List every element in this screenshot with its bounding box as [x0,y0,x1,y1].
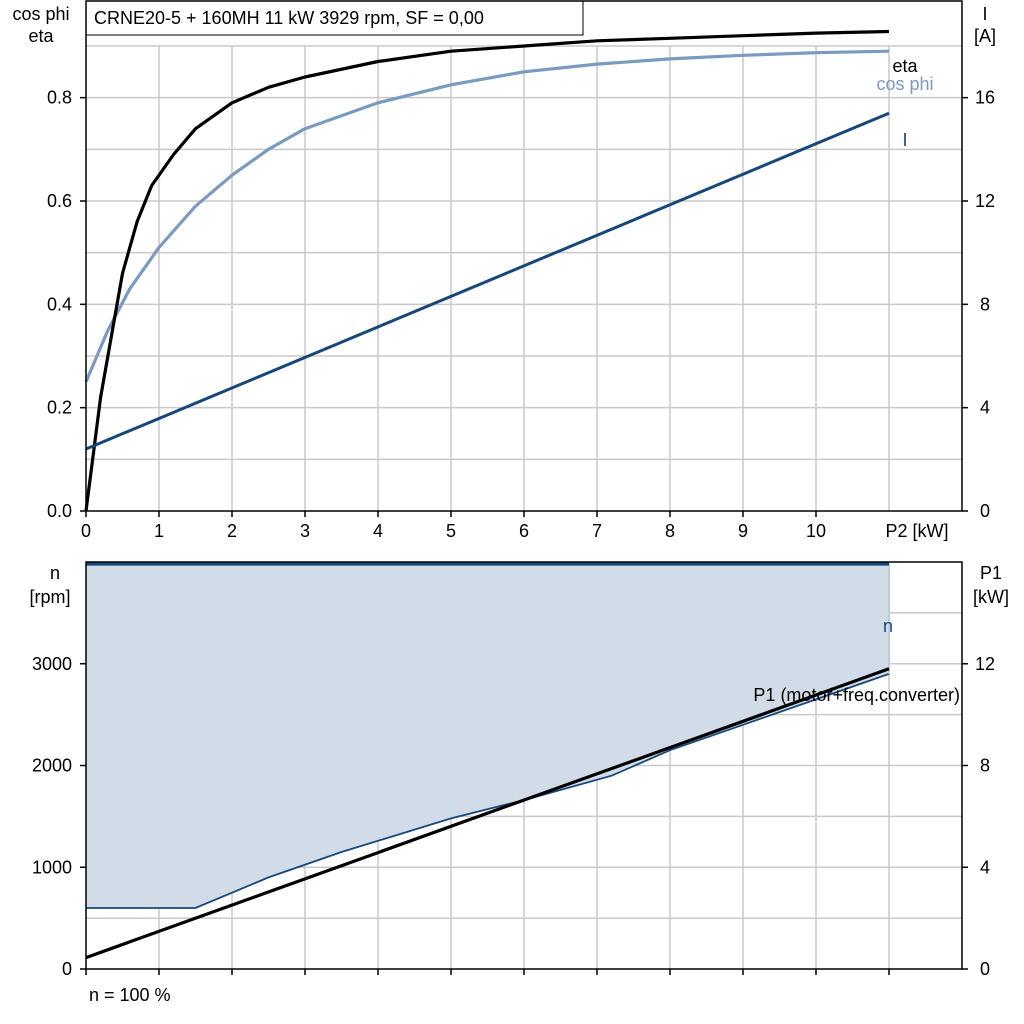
top-left-axis-tick-label: 0.0 [47,501,72,521]
bottom-left-axis-tick-label: 0 [62,959,72,979]
x-axis-tick-label: 9 [738,521,748,541]
cos-phi-series-line [84,49,890,383]
top-right-axis-tick-label: 4 [980,398,990,418]
top-left-axis-tick-label: 0.6 [47,191,72,211]
bottom-plot-marks: n P1 (motor+freq.converter) [85,562,960,960]
tick-labels: 0.00.20.40.60.80481216010002000300004812… [32,88,995,979]
x-axis-tick-label: 2 [227,521,237,541]
x-axis-tick-label: 8 [665,521,675,541]
bottom-right-axis-label-2: [kW] [973,587,1009,607]
footer-speed-note: n = 100 % [89,985,171,1005]
bottom-right-axis-tick-label: 12 [975,654,995,674]
cos-phi-series-label: cos phi [876,74,933,94]
top-right-axis-tick-label: 8 [980,294,990,314]
x-axis-tick-label: 5 [446,521,456,541]
top-right-axis-tick-label: 16 [975,88,995,108]
current-series-line [85,111,890,451]
bottom-right-axis-tick-label: 8 [980,756,990,776]
bottom-left-axis-label-2: [rpm] [29,587,70,607]
top-right-axis-tick-label: 12 [975,191,995,211]
x-axis-tick-label: 10 [806,521,826,541]
bottom-left-axis-tick-label: 2000 [32,756,72,776]
chart-title: CRNE20-5 + 160MH 11 kW 3929 rpm, SF = 0,… [94,8,484,28]
x-axis-tick-label: 4 [373,521,383,541]
top-left-axis-tick-label: 0.8 [47,88,72,108]
p1-series-label: P1 (motor+freq.converter) [753,685,960,705]
title-box: CRNE20-5 + 160MH 11 kW 3929 rpm, SF = 0,… [85,0,584,36]
x-axis-tick-label: 6 [519,521,529,541]
speed-series-label: n [883,616,893,636]
eta-series-line [84,29,890,512]
top-right-axis-tick-label: 0 [980,501,990,521]
x-axis-tick-label: 3 [300,521,310,541]
top-left-axis-label-2: eta [28,26,54,46]
top-left-axis-label-1: cos phi [12,4,69,24]
p1-series-line [85,667,890,960]
x-axis-tick-label: 0 [81,521,91,541]
top-grid [86,45,962,511]
top-left-axis-tick-label: 0.2 [47,398,72,418]
bottom-plot-frame [85,561,963,970]
top-left-axis-tick-label: 0.4 [47,294,72,314]
bottom-right-axis-tick-label: 0 [980,959,990,979]
top-plot-frame [85,0,963,512]
bottom-left-axis-tick-label: 1000 [32,857,72,877]
current-series-label: I [902,130,907,150]
bottom-right-axis-tick-label: 4 [980,857,990,877]
eta-series-label: eta [892,56,918,76]
bottom-left-axis-tick-label: 3000 [32,654,72,674]
operating-range-area [86,564,889,908]
x-axis-tick-label: 1 [154,521,164,541]
plot-frames [85,0,963,970]
bottom-right-axis-label-1: P1 [980,563,1002,583]
x-axis-title: P2 [kW] [885,521,948,541]
x-axis-tick-label: 7 [592,521,602,541]
top-right-axis-label-1: I [982,4,987,24]
top-right-axis-label-2: [A] [974,26,996,46]
bottom-left-axis-label-1: n [50,563,60,583]
